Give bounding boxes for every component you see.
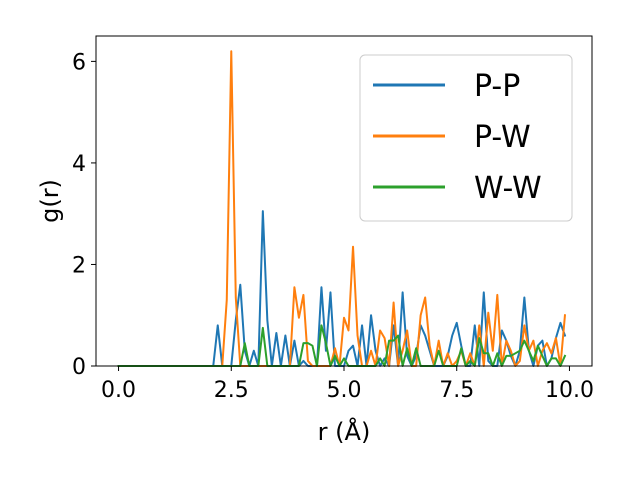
x-tick-label: 0.0 (101, 378, 136, 403)
legend: P-P P-W W-W (359, 54, 573, 222)
y-tick-label: 2 (72, 253, 86, 278)
legend-label-p-p: P-P (474, 69, 520, 104)
y-tick-label: 6 (72, 50, 86, 75)
legend-label-p-w: P-W (474, 120, 531, 155)
y-tick-label: 0 (72, 355, 86, 380)
y-axis-label: g(r) (36, 179, 64, 223)
x-tick-label: 7.5 (439, 378, 474, 403)
x-tick-label: 5.0 (327, 378, 362, 403)
x-tick-label: 2.5 (214, 378, 249, 403)
legend-box (359, 54, 573, 222)
series-line-p-p (117, 210, 567, 367)
x-axis-label: r (Å) (318, 417, 371, 446)
x-tick-label: 10.0 (545, 378, 594, 403)
y-tick-label: 4 (72, 152, 86, 177)
legend-label-w-w: W-W (474, 171, 542, 206)
ticks-layer: 0.0 2.5 5.0 7.5 10.0 0 2 4 6 (72, 50, 594, 403)
plot-frame (95, 35, 593, 367)
